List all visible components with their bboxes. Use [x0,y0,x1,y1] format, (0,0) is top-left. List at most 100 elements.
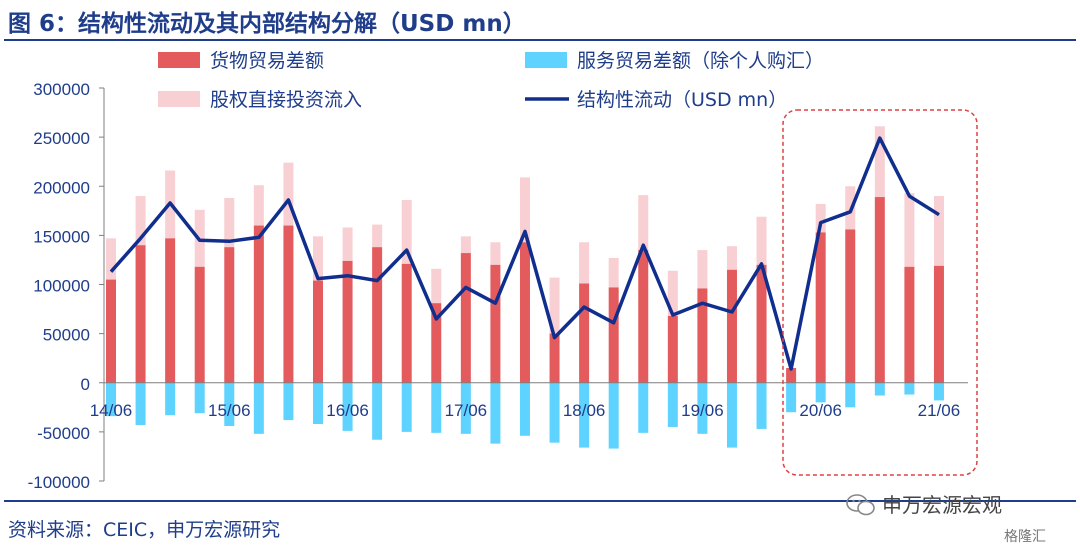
goods-bar [135,245,146,383]
services-bar [401,382,412,432]
x-tick-label: 21/06 [918,401,961,420]
x-tick-label: 17/06 [445,401,488,420]
goods-bar [845,229,856,383]
fdi-bar [135,196,146,246]
x-tick-label: 18/06 [563,401,606,420]
goods-bar [815,232,826,383]
fdi-bar [283,162,294,226]
fdi-bar [106,238,116,280]
services-bar [490,382,501,444]
services-bar [106,382,116,417]
services-bar [904,382,915,395]
y-tick-label: 100000 [33,277,90,296]
fdi-bar [933,196,944,266]
goods-bar [519,242,530,383]
fdi-bar [401,200,412,264]
goods-bar [460,253,471,383]
services-bar [815,382,826,403]
goods-bar [608,287,619,383]
watermark-text: 申万宏源宏观 [882,493,1002,517]
y-tick-label: 250000 [33,129,90,148]
services-bar [667,382,678,427]
fdi-bar [815,203,826,233]
goods-bar [342,260,353,383]
fdi-bar [904,193,915,267]
legend-swatch [158,91,200,107]
goods-bar [312,280,323,383]
fdi-bar [579,242,590,284]
services-bar [165,382,176,416]
legend-label: 货物贸易差额 [210,50,324,72]
legend-label: 股权直接投资流入 [210,89,362,111]
legend-label: 服务贸易差额（除个人购汇） [577,50,824,72]
services-bar [697,382,708,434]
goods-bar [253,225,264,383]
services-bar [224,382,235,426]
goods-bar [194,266,205,383]
fdi-bar [372,224,383,248]
services-bar [756,382,767,429]
y-tick-label: -100000 [28,473,90,492]
goods-bar [638,250,649,383]
services-bar [845,382,856,408]
goods-bar [697,288,708,383]
goods-bar [667,315,678,383]
fdi-bar [312,236,323,281]
fdi-bar [726,246,737,270]
services-bar [194,382,205,414]
x-tick-label: 16/06 [326,401,369,420]
goods-bar [106,279,116,383]
services-bar [431,382,442,433]
fdi-bar [549,277,560,334]
fdi-bar [224,198,235,248]
x-tick-label: 20/06 [799,401,842,420]
services-bar [786,382,797,413]
services-bar [283,382,294,421]
fdi-bar [460,236,471,254]
services-bar [638,382,649,433]
goods-bar [224,247,235,383]
goods-bar [726,269,737,383]
services-bar [726,382,737,448]
fdi-bar [874,126,885,198]
legend-swatch [158,52,200,68]
x-tick-label: 19/06 [681,401,724,420]
fdi-bar [608,257,619,288]
y-tick-label: 50000 [43,326,90,345]
goods-bar [874,197,885,383]
fdi-bar [342,227,353,261]
logo-text: 格隆汇 [1004,529,1046,545]
fdi-bar [519,177,530,243]
footer-divider [4,500,1076,502]
chart-area: 300000 250000 200000 150000 100000 50000 0 -500… [28,50,978,492]
goods-bar [372,247,383,383]
services-bar [460,382,471,434]
goods-bar [786,368,797,383]
y-tick-label: 150000 [33,227,90,246]
services-bar [933,382,944,401]
goods-bar [756,264,767,383]
legend-label: 结构性流动（USD mn） [577,89,787,111]
x-tick-label: 14/06 [90,401,133,420]
fdi-bar [638,195,649,251]
goods-bar [283,225,294,383]
services-bar [372,382,383,440]
goods-bar [490,264,501,383]
fdi-bar [431,268,442,304]
services-bar [579,382,590,448]
y-tick-label: 200000 [33,178,90,197]
y-tick-label: -50000 [37,424,90,443]
services-bar [253,382,264,434]
y-tick-label: 0 [81,375,90,394]
services-bar [135,382,146,425]
goods-bar [933,265,944,383]
services-bar [312,382,323,425]
title-divider [4,39,1076,41]
source-note: 资料来源：CEIC，申万宏源研究 [8,519,281,541]
services-bar [549,382,560,443]
y-tick-label: 300000 [33,80,90,99]
goods-bar [401,263,412,383]
legend-swatch [525,52,567,68]
services-bar [342,382,353,431]
goods-bar [579,283,590,383]
